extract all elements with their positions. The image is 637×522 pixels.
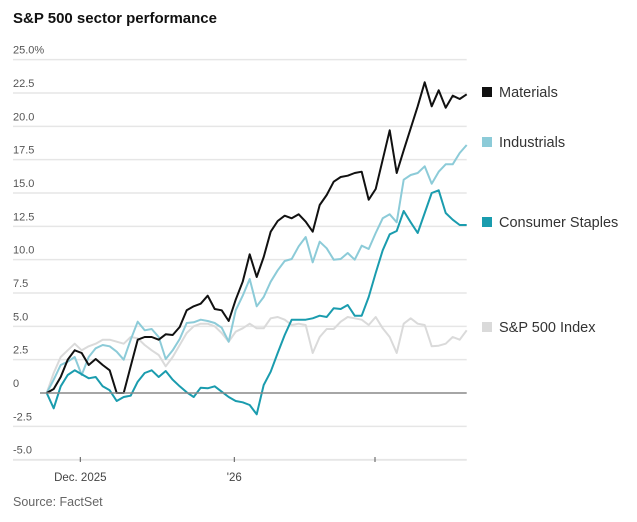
x-tick-label: '26: [227, 472, 242, 484]
legend-label: S&P 500 Index: [499, 320, 596, 336]
y-tick-label: 7.5: [13, 278, 28, 290]
legend-swatch: [482, 137, 492, 147]
chart-title: S&P 500 sector performance: [13, 10, 217, 27]
y-tick-label: 5.0: [13, 311, 28, 323]
legend-swatch: [482, 87, 492, 97]
y-tick-label: 2.5: [13, 345, 28, 357]
legend-label: Industrials: [499, 135, 565, 151]
y-tick-label: 20.0: [13, 111, 34, 123]
legend-label: Materials: [499, 85, 558, 101]
x-tick-label: Dec. 2025: [54, 472, 106, 484]
series-line-industrials: [45, 144, 468, 394]
y-tick-label: -2.5: [13, 411, 32, 423]
y-tick-label: 15.0: [13, 178, 34, 190]
y-tick-label: 0: [13, 378, 19, 390]
legend-swatch: [482, 322, 492, 332]
y-tick-label: -5.0: [13, 445, 32, 457]
y-tick-label: 25.0%: [13, 45, 44, 57]
y-tick-label: 22.5: [13, 78, 34, 90]
y-tick-label: 10.0: [13, 245, 34, 257]
legend-swatch: [482, 217, 492, 227]
series-line-s-p-500-index: [45, 316, 468, 394]
y-tick-label: 17.5: [13, 145, 34, 157]
legend-label: Consumer Staples: [499, 215, 618, 231]
series-line-consumer-staples: [45, 189, 467, 416]
y-tick-label: 12.5: [13, 211, 34, 223]
source-note: Source: FactSet: [13, 495, 103, 509]
